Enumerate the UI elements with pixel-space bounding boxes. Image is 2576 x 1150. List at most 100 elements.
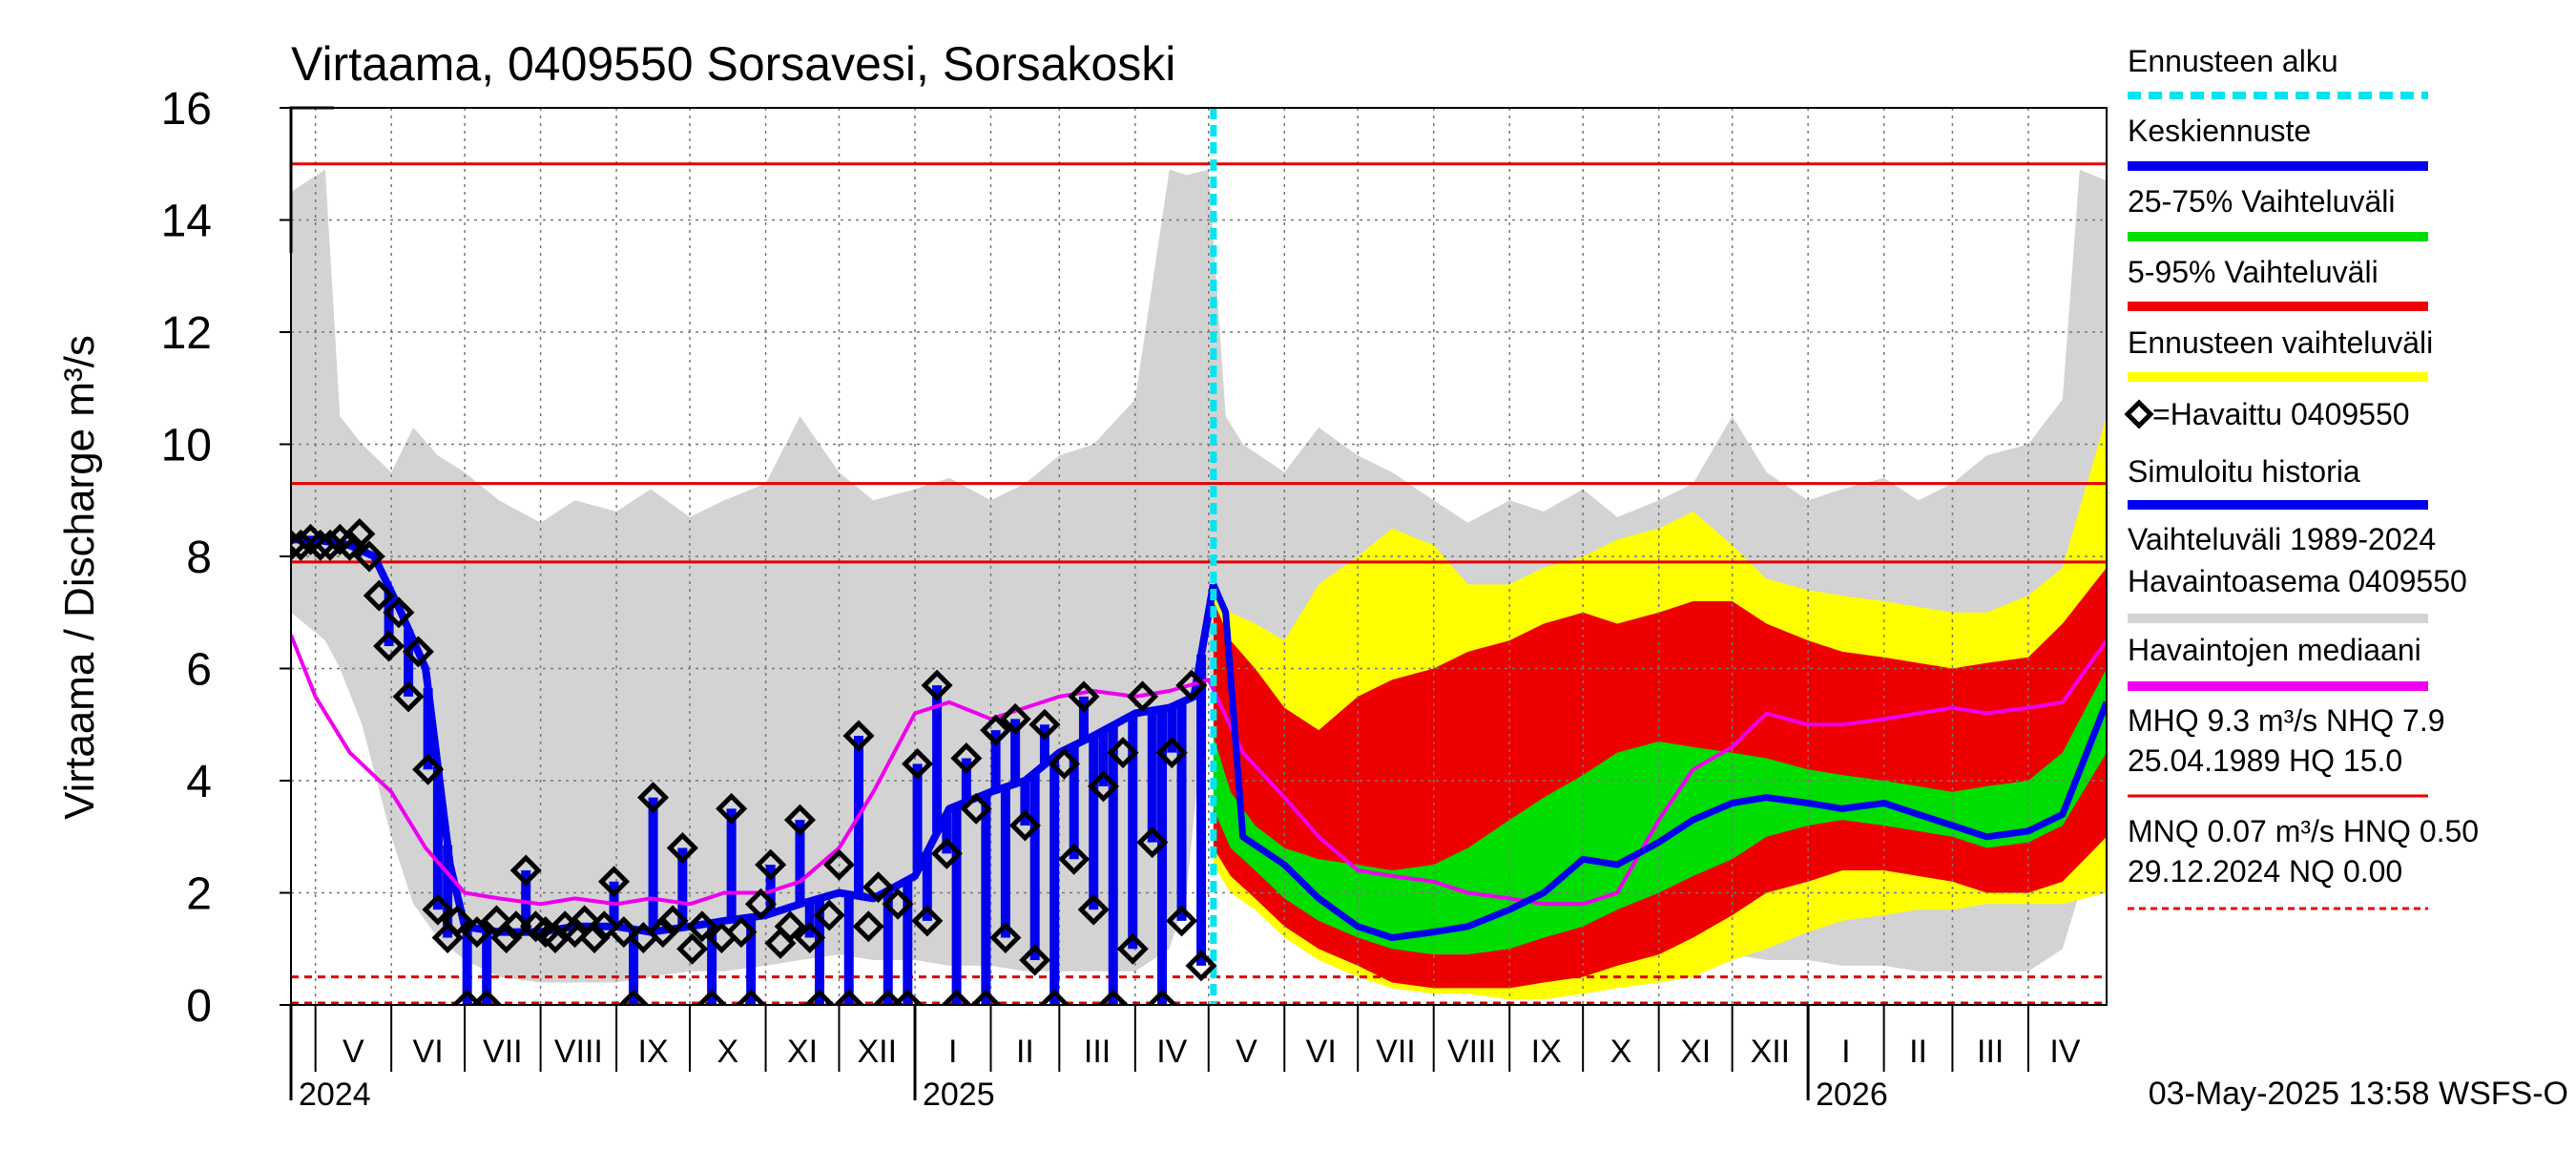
observed-point [862, 871, 895, 904]
observed-point [412, 753, 445, 785]
observed-point [666, 831, 698, 865]
observed-point [803, 989, 836, 1005]
observed-point [930, 837, 963, 869]
legend-label: Havaintojen mediaani [2128, 633, 2421, 667]
observed-point [1038, 989, 1070, 1005]
legend-label: Ennusteen vaihteluväli [2128, 325, 2433, 360]
legend-label: Ennusteen alku [2128, 44, 2338, 78]
observed-point [725, 916, 758, 949]
observed-point [999, 702, 1031, 735]
observed-point [1136, 826, 1169, 859]
observed-point [783, 804, 816, 836]
observed-point [774, 910, 806, 943]
observed-point [1166, 905, 1198, 937]
month-label: VI [1306, 1034, 1337, 1070]
y-tick-label: 6 [186, 645, 212, 696]
observed-point [392, 680, 425, 713]
y-tick-label: 8 [186, 533, 212, 583]
observed-point [1155, 737, 1188, 769]
month-label: VI [413, 1034, 444, 1070]
series-median [291, 634, 2107, 907]
y-tick-label: 2 [186, 869, 212, 920]
observed-point [383, 596, 415, 629]
year-label: 2026 [1816, 1077, 1888, 1113]
observed-point [1087, 770, 1120, 803]
legend-label: MHQ 9.3 m³/s NHQ 7.9 [2128, 703, 2445, 738]
month-label: IX [638, 1034, 669, 1070]
legend-label: 25-75% Vaihteluväli [2128, 184, 2395, 219]
observed-point [558, 916, 592, 949]
observed-point [617, 989, 650, 1005]
month-label: VII [1376, 1034, 1416, 1070]
observed-point [1068, 680, 1100, 713]
observed-point [941, 989, 973, 1005]
plot-area [291, 108, 2107, 1005]
observed-point [1028, 708, 1061, 741]
month-label: V [343, 1034, 364, 1070]
y-tick-label: 14 [161, 197, 212, 247]
series-mean-forecast [1210, 583, 2107, 941]
month-label: X [717, 1034, 738, 1070]
observed-point [960, 792, 992, 825]
observed-point [911, 905, 944, 937]
observed-point [647, 916, 679, 949]
month-label: XI [1680, 1034, 1711, 1070]
legend-label: MNQ 0.07 m³/s HNQ 0.50 [2128, 814, 2479, 848]
month-label: IV [1156, 1034, 1187, 1070]
observed-point [1146, 989, 1178, 1005]
chart-title: Virtaama, 0409550 Sorsavesi, Sorsakoski [291, 37, 1175, 91]
observed-point [813, 899, 845, 931]
month-label: V [1236, 1034, 1257, 1070]
observed-point [1077, 893, 1110, 926]
observed-point [1097, 989, 1130, 1005]
month-label: III [1084, 1034, 1111, 1070]
observed-point [588, 910, 620, 943]
observed-point [822, 848, 856, 881]
observed-point [490, 921, 523, 954]
observed-point [980, 714, 1012, 746]
y-axis-label: Virtaama / Discharge m³/s [56, 335, 103, 820]
observed-point [686, 910, 718, 943]
observed-point [373, 630, 405, 662]
observed-point [735, 989, 767, 1005]
observed-point [882, 888, 914, 920]
month-label: IV [2049, 1034, 2080, 1070]
observed-point [676, 932, 709, 965]
observed-point [1185, 950, 1217, 982]
observed-point [343, 517, 376, 551]
observed-point [1019, 944, 1051, 976]
grid [291, 108, 2107, 1005]
observed-point [969, 989, 1002, 1005]
observed-point [842, 720, 875, 752]
observed-point [794, 921, 826, 954]
observed-point [1126, 680, 1159, 713]
observed-point [852, 910, 884, 943]
observed-point [696, 989, 728, 1005]
legend-label: Vaihteluväli 1989-2024 [2128, 522, 2436, 556]
legend-label: =Havaittu 0409550 [2152, 397, 2410, 431]
month-label: I [948, 1034, 957, 1070]
observed-point [1116, 932, 1149, 965]
observed-point [1048, 747, 1080, 780]
month-label: II [1909, 1034, 1927, 1070]
observed-point [1058, 843, 1091, 875]
legend: Ennusteen alku Keskiennuste 25-75% Vaihtel… [2124, 44, 2479, 910]
series-simulated-history [291, 535, 1217, 936]
observed-point [334, 529, 366, 561]
legend-label-line2: 25.04.1989 HQ 15.0 [2128, 743, 2402, 778]
legend-label: 5-95% Vaihteluväli [2128, 255, 2379, 289]
legend-label-line2: Havaintoasema 0409550 [2128, 564, 2467, 598]
observed-point [598, 866, 631, 898]
observed-point [716, 792, 748, 825]
observed-points [291, 517, 1217, 1005]
observed-point [637, 782, 670, 814]
observed-point [1175, 669, 1208, 701]
observed-point [950, 742, 983, 775]
y-tick-label: 12 [161, 308, 212, 359]
y-tick-label: 16 [161, 84, 212, 135]
observed-point [833, 989, 865, 1005]
observed-point [608, 916, 640, 949]
